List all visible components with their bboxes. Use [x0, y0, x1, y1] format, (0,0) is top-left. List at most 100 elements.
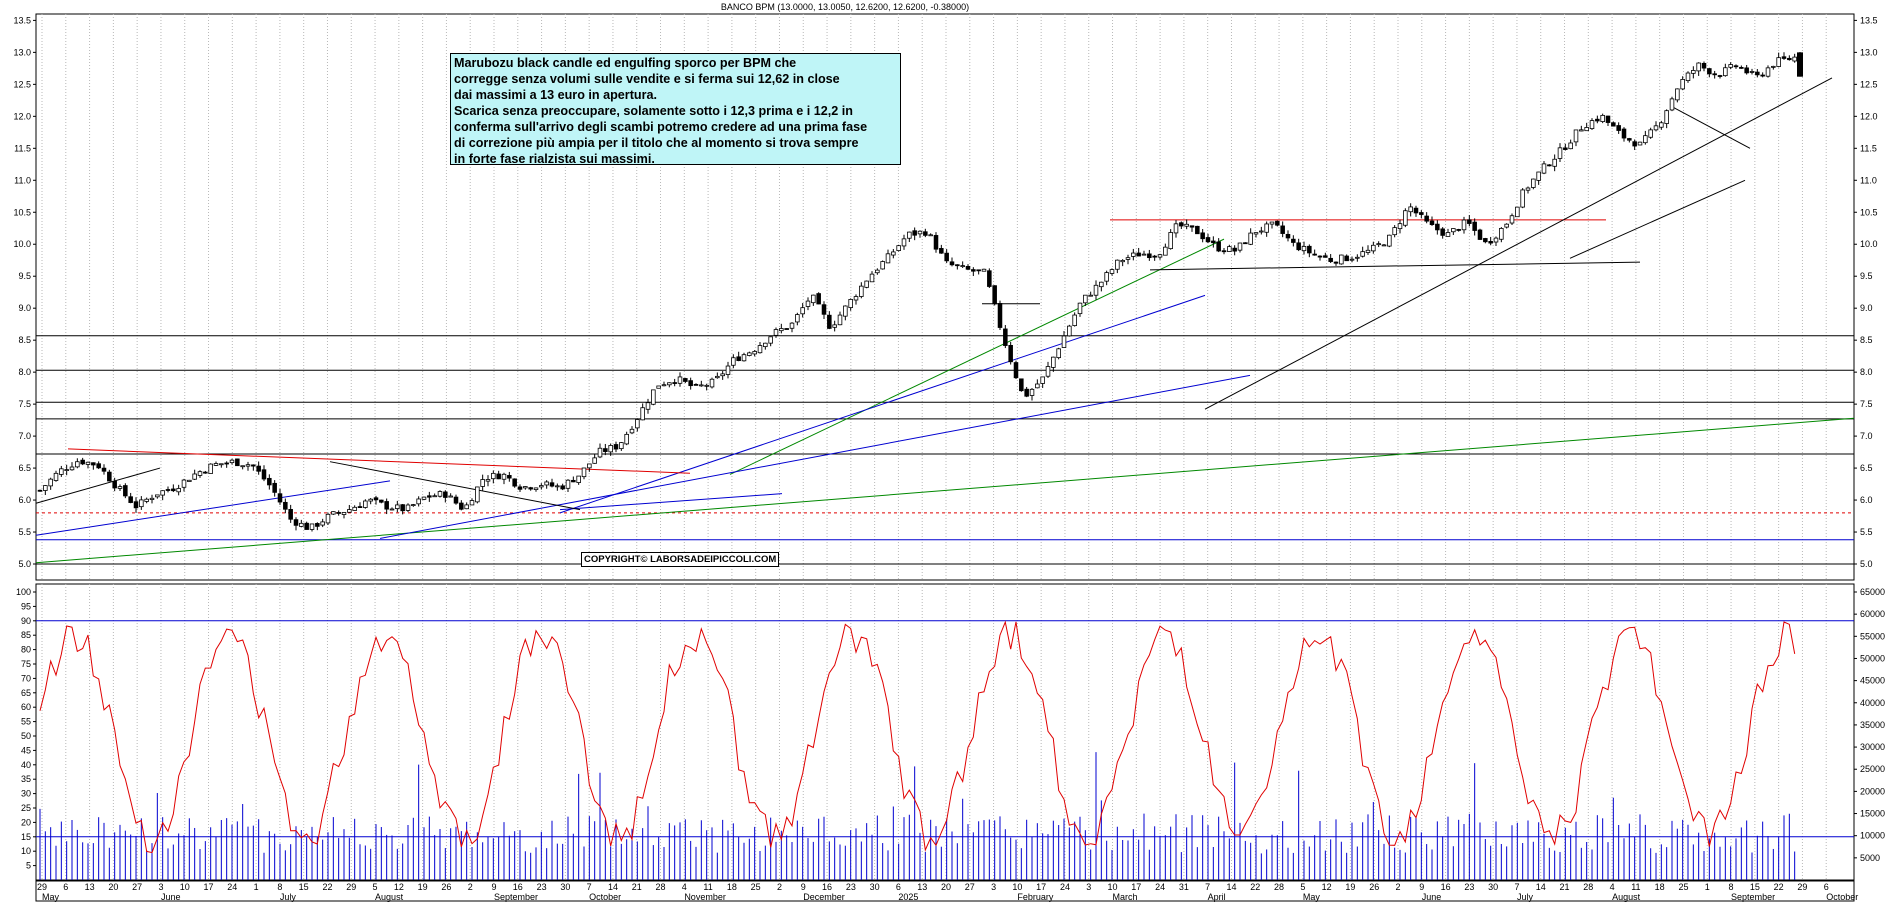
- note-line: Scarica senza preoccupare, solamente sot…: [454, 104, 853, 118]
- day-label: 9: [491, 882, 496, 892]
- candle: [1147, 253, 1152, 259]
- candle: [960, 265, 965, 268]
- candle: [1675, 88, 1680, 101]
- candle: [1579, 129, 1584, 132]
- candle: [1045, 366, 1051, 377]
- candle: [1275, 220, 1280, 226]
- candle: [107, 471, 112, 482]
- black-trendline: [1671, 106, 1751, 149]
- month-label: 2025: [898, 892, 918, 902]
- candle: [501, 473, 507, 480]
- osc-tick-label: 70: [21, 673, 31, 683]
- candle: [1733, 65, 1739, 68]
- day-label: 20: [108, 882, 118, 892]
- candle: [1109, 269, 1115, 274]
- candle: [1643, 135, 1648, 144]
- osc-tick-label: 5: [26, 861, 31, 871]
- month-label: April: [1208, 892, 1226, 902]
- candle: [1760, 74, 1765, 77]
- candle: [219, 463, 224, 466]
- candle: [1701, 62, 1707, 69]
- candle: [1749, 71, 1755, 73]
- candle: [1349, 258, 1355, 261]
- candle: [272, 482, 277, 493]
- note-line: dai massimi a 13 euro in apertura.: [454, 88, 657, 102]
- candle: [347, 509, 352, 513]
- candle: [869, 273, 875, 283]
- candle: [1584, 127, 1589, 132]
- gridlines: [41, 14, 1827, 880]
- candle: [779, 328, 784, 332]
- day-label: 21: [632, 882, 642, 892]
- candle: [976, 269, 981, 272]
- month-label: July: [280, 892, 297, 902]
- candle: [1269, 221, 1275, 225]
- copyright-label: COPYRIGHT© LABORSADEIPICCOLI.COM: [581, 552, 780, 567]
- day-label: 12: [1322, 882, 1332, 892]
- y-tick-label-right: 8.0: [1860, 367, 1873, 377]
- candle: [256, 465, 261, 472]
- candle: [336, 512, 341, 514]
- day-label: 1: [254, 882, 259, 892]
- candle: [69, 466, 75, 471]
- candle: [1595, 118, 1600, 122]
- candle: [261, 469, 267, 480]
- day-label: 17: [1036, 882, 1046, 892]
- candle: [635, 419, 640, 429]
- y-tick-label-left: 11.5: [14, 143, 31, 153]
- day-label: 16: [513, 882, 523, 892]
- candle: [565, 479, 571, 489]
- candle: [555, 485, 560, 488]
- month-label: May: [42, 892, 60, 902]
- candle: [539, 485, 544, 488]
- candle: [229, 459, 235, 464]
- candle: [1013, 362, 1019, 379]
- candle: [981, 268, 987, 272]
- candle: [939, 248, 944, 254]
- y-tick-label-right: 11.5: [1860, 143, 1877, 153]
- day-label: 15: [299, 882, 309, 892]
- candle: [1061, 335, 1067, 348]
- candle: [891, 251, 896, 256]
- y-tick-label-right: 10.5: [1860, 207, 1878, 217]
- candle: [309, 523, 315, 530]
- day-label: 6: [1824, 882, 1829, 892]
- candle: [357, 506, 363, 508]
- black-trendline: [35, 467, 161, 504]
- y-tick-label-right: 12.0: [1860, 111, 1878, 121]
- vol-tick-label: 40000: [1860, 698, 1885, 708]
- candle: [117, 486, 123, 489]
- candle: [821, 304, 827, 315]
- candle: [987, 270, 992, 287]
- osc-tick-label: 25: [21, 803, 31, 813]
- candle: [1376, 243, 1381, 246]
- candle: [741, 354, 747, 362]
- indicator-panel: [35, 583, 1855, 881]
- candle: [1360, 251, 1365, 257]
- day-label: 13: [917, 882, 927, 892]
- candle: [629, 428, 635, 434]
- candle: [1312, 253, 1317, 256]
- candle: [128, 496, 133, 503]
- y-tick-label-right: 13.5: [1860, 15, 1878, 25]
- day-label: 5: [373, 882, 378, 892]
- vol-tick-label: 10000: [1860, 831, 1885, 841]
- candle: [373, 497, 379, 501]
- axes: 5.0 5.0 5.5 5.5 6.0 6.0 6.5 6.5 7.0 7.0 7.5 7.5 8.0 8…: [13, 15, 1885, 902]
- y-tick-label-left: 5.0: [18, 559, 31, 569]
- candle: [1104, 272, 1109, 282]
- candle: [1083, 294, 1088, 304]
- candle: [427, 495, 432, 498]
- candle: [320, 521, 325, 526]
- candle: [992, 285, 997, 305]
- candle: [1296, 242, 1301, 251]
- candle: [80, 459, 85, 465]
- vol-tick-label: 15000: [1860, 809, 1885, 819]
- osc-tick-label: 75: [21, 659, 31, 669]
- month-label: May: [1303, 892, 1321, 902]
- candle: [64, 469, 69, 471]
- candle: [421, 496, 427, 500]
- candle: [496, 473, 501, 480]
- candle: [864, 280, 869, 288]
- candle: [1003, 328, 1008, 346]
